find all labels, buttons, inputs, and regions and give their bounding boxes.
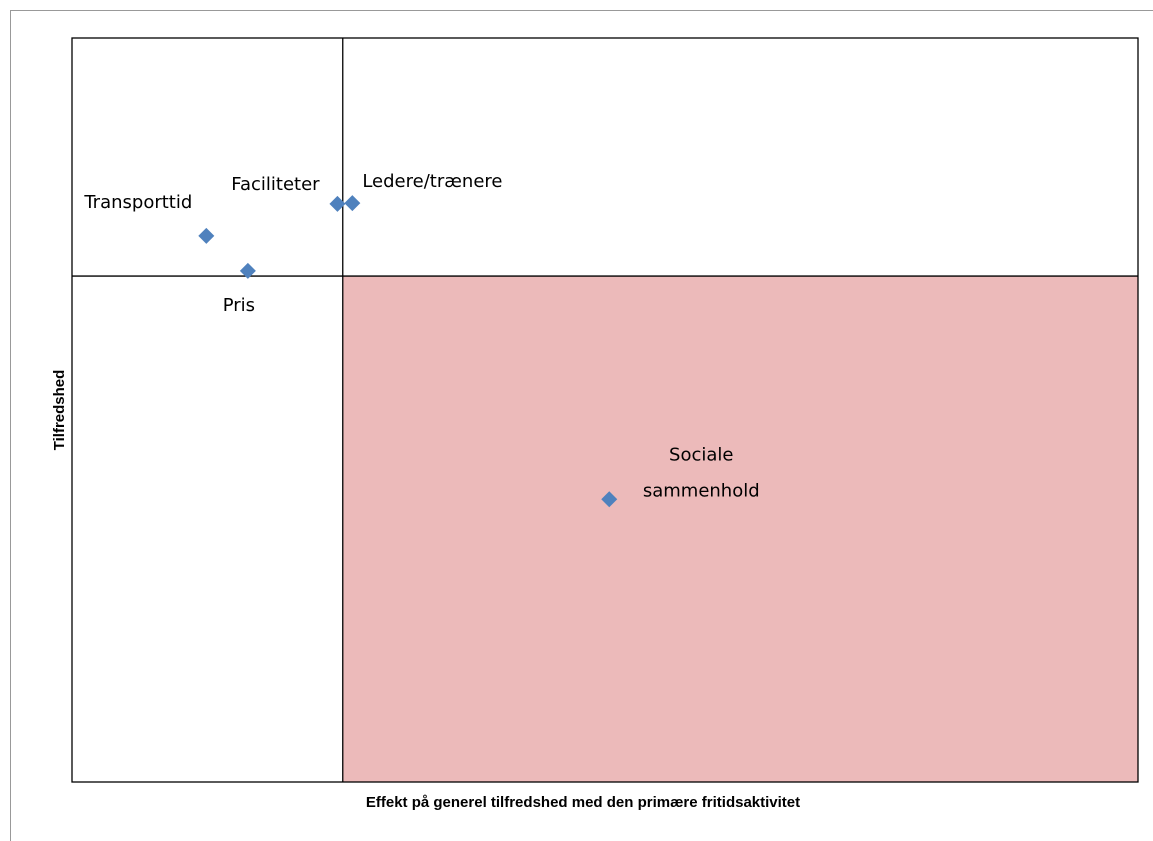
point	[344, 195, 361, 212]
point-label: Sociale	[669, 444, 733, 465]
point-label: Faciliteter	[231, 174, 320, 195]
point-label: Transporttid	[83, 192, 192, 213]
point	[198, 227, 215, 244]
y-axis-title: Tilfredshed	[51, 370, 68, 451]
point	[601, 491, 618, 508]
x-axis-title: Effekt på generel tilfredshed med den pr…	[366, 794, 800, 811]
point	[329, 195, 346, 212]
point	[239, 262, 256, 279]
point-label: sammenhold	[643, 480, 760, 501]
highlight-quadrant	[342, 276, 1138, 782]
point-label: Pris	[223, 295, 255, 316]
plot-area	[71, 37, 1139, 783]
point-label: Ledere/trænere	[362, 171, 502, 192]
